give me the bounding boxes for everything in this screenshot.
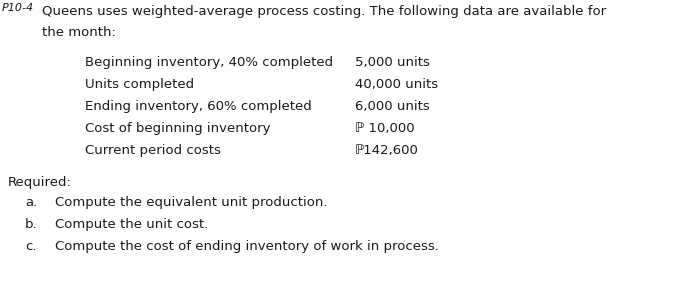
Text: ℙ 10,000: ℙ 10,000 <box>355 122 415 135</box>
Text: b.: b. <box>25 218 37 231</box>
Text: Current period costs: Current period costs <box>85 144 221 157</box>
Text: 6,000 units: 6,000 units <box>355 100 430 113</box>
Text: a.: a. <box>25 196 37 209</box>
Text: Compute the cost of ending inventory of work in process.: Compute the cost of ending inventory of … <box>55 240 439 253</box>
Text: 5,000 units: 5,000 units <box>355 56 430 69</box>
Text: P10-4: P10-4 <box>2 3 34 13</box>
Text: Units completed: Units completed <box>85 78 194 91</box>
Text: Compute the equivalent unit production.: Compute the equivalent unit production. <box>55 196 327 209</box>
Text: Beginning inventory, 40% completed: Beginning inventory, 40% completed <box>85 56 333 69</box>
Text: Queens uses weighted-average process costing. The following data are available f: Queens uses weighted-average process cos… <box>42 5 606 18</box>
Text: the month:: the month: <box>42 26 116 39</box>
Text: ℙ142,600: ℙ142,600 <box>355 144 419 157</box>
Text: Ending inventory, 60% completed: Ending inventory, 60% completed <box>85 100 312 113</box>
Text: Required:: Required: <box>8 176 72 189</box>
Text: 40,000 units: 40,000 units <box>355 78 438 91</box>
Text: Cost of beginning inventory: Cost of beginning inventory <box>85 122 270 135</box>
Text: Compute the unit cost.: Compute the unit cost. <box>55 218 208 231</box>
Text: c.: c. <box>25 240 37 253</box>
